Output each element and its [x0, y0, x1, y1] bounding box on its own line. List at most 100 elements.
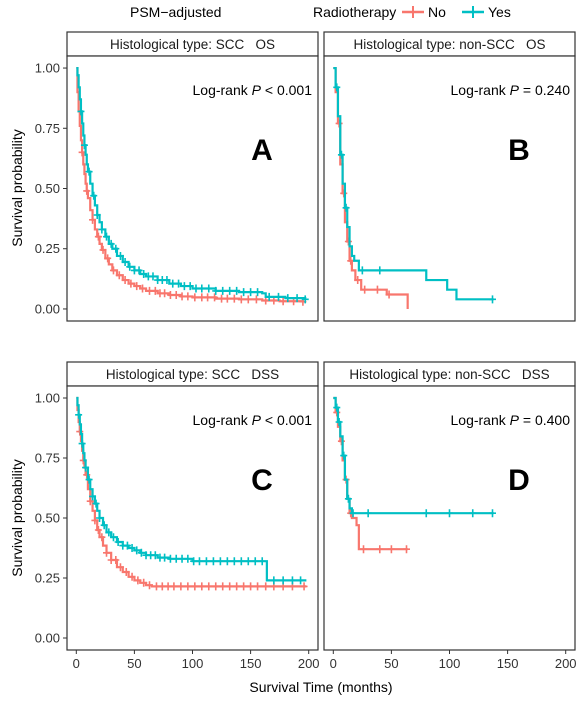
panel-d-x-tick-label: 100 — [439, 656, 461, 671]
panel-c-censor-mark-yes — [75, 410, 83, 419]
panel-c-censor-mark-yes — [137, 548, 145, 557]
panel-c-x-tick-label: 0 — [73, 656, 80, 671]
panel-d-censor-mark-yes — [340, 451, 348, 460]
panel-a-censor-mark-yes — [186, 282, 194, 291]
panel-d-censor-mark-no — [337, 437, 345, 446]
panel-a-censor-mark-no — [99, 245, 107, 254]
panel-c-censor-mark-yes — [105, 528, 113, 537]
panel-c-censor-mark-yes — [223, 557, 231, 566]
panel-c-letter: C — [251, 464, 273, 497]
panel-a-strip-label: Histological type: SCC OS — [110, 37, 275, 52]
panel-a-censor-mark-no — [237, 295, 245, 304]
panel-a-censor-mark-yes — [219, 286, 227, 295]
panel-c-censor-mark-no — [247, 582, 255, 591]
panel-d-x-tick-label: 0 — [330, 656, 337, 671]
panel-a-y-tick-label: 0.25 — [35, 241, 60, 256]
panel-d-censor-mark-no — [387, 545, 395, 554]
panel-c-censor-mark-no — [219, 582, 227, 591]
panel-a-censor-mark-yes — [93, 211, 101, 219]
panel-a-censor-mark-yes — [198, 284, 206, 293]
panel-d-censor-mark-yes — [469, 509, 477, 518]
panel-a-censor-mark-yes — [135, 266, 143, 275]
panel-c-x-tick-label: 100 — [182, 656, 204, 671]
panel-a-censor-mark-yes — [284, 294, 292, 303]
panel-c-censor-mark-yes — [109, 533, 117, 542]
panel-c-y-tick-label: 1.00 — [35, 391, 60, 406]
panel-d-strip-label: Histological type: non-SCC DSS — [349, 367, 549, 382]
panel-a-y-tick-label: 0.00 — [35, 301, 60, 316]
panel-c-censor-mark-no — [86, 497, 94, 506]
panel-a-censor-mark-yes — [293, 294, 301, 303]
panel-c-strip — [66, 361, 319, 387]
panel-d-x-tick-label: 150 — [497, 656, 519, 671]
panel-c-censor-mark-yes — [230, 557, 238, 566]
panel-b-censor-mark-yes — [376, 266, 384, 275]
panel-c-censor-mark-yes — [82, 463, 90, 472]
panel-d-censor-mark-yes — [489, 509, 496, 518]
panel-b-censor-mark-no — [354, 276, 362, 285]
panel-b-strip-label: Histological type: non-SCC OS — [353, 37, 545, 52]
panel-c-censor-mark-yes — [96, 514, 104, 522]
panel-b-censor-mark-no — [347, 256, 355, 265]
panel-c-censor-mark-no — [116, 563, 124, 572]
panel-a-censor-mark-yes — [205, 284, 213, 293]
y-axis-title-top: Survival probability — [9, 129, 25, 247]
panel-a-censor-mark-no — [172, 290, 180, 299]
panel-c-censor-mark-yes — [128, 544, 136, 552]
panel-c-strip-label: Histological type: SCC DSS — [106, 367, 279, 382]
panel-c-censor-mark-yes — [85, 475, 93, 484]
panel-a-censor-mark-yes — [85, 167, 93, 176]
panel-b-letter: B — [508, 134, 530, 167]
panel-c-censor-mark-no — [94, 526, 102, 534]
panel-a-censor-mark-no — [89, 215, 97, 224]
panel-a-censor-mark-no — [184, 292, 192, 301]
panel-b-strip — [323, 31, 576, 57]
panel-c-censor-mark-no — [177, 582, 185, 591]
panel-d-censor-mark-yes — [335, 418, 343, 426]
panel-c-censor-mark-yes — [288, 576, 296, 585]
panel-a-censor-mark-no — [230, 294, 238, 303]
panel-c-y-tick-label: 0.50 — [35, 511, 60, 526]
panel-a-letter: A — [251, 134, 273, 167]
panel-a-censor-mark-yes — [254, 288, 262, 297]
panel-d-censor-mark-yes — [446, 509, 453, 518]
panel-a-censor-mark-yes — [301, 295, 309, 304]
panel-c-censor-mark-no — [76, 427, 84, 436]
panel-b-censor-mark-no — [335, 119, 343, 128]
panel-b-series — [333, 66, 496, 309]
legend-prefix: PSM−adjusted — [130, 4, 221, 20]
panel-c-censor-mark-no — [198, 582, 206, 591]
panel-c-censor-mark-yes — [209, 557, 217, 566]
panel-b-curve-yes — [333, 66, 494, 301]
panel-a-censor-mark-no — [83, 186, 91, 195]
panel-b-censor-mark-yes — [358, 266, 366, 275]
panel-c-logrank: Log-rank P < 0.001 — [193, 412, 313, 428]
panel-c-y-tick-label: 0.00 — [35, 631, 60, 646]
panel-c-censor-mark-yes — [123, 541, 131, 550]
panel-b-plot-area — [323, 55, 576, 322]
panel-c-censor-mark-no — [140, 578, 148, 587]
panel-c-censor-mark-no — [134, 576, 142, 585]
panel-c-censor-mark-no — [103, 548, 111, 557]
panel-d-censor-mark-no — [360, 545, 368, 554]
panel-a-censor-mark-no — [204, 293, 212, 302]
panel-c-x-ticks: 0 50 100 150 200 — [73, 650, 320, 671]
panel-a-censor-mark-no — [139, 284, 147, 293]
panel-a-censor-mark-yes — [240, 288, 248, 297]
panel-a-censor-mark-no — [94, 232, 102, 241]
panel-c-censor-mark-yes — [216, 557, 224, 566]
panel-a-censor-mark-no — [115, 271, 123, 280]
panel-c-censor-mark-yes — [237, 557, 245, 566]
panel-a-censor-mark-yes — [80, 141, 88, 150]
panel-c-censor-mark-yes — [133, 546, 141, 555]
panel-c-censor-mark-yes — [279, 576, 287, 585]
panel-a-censor-mark-no — [244, 295, 252, 304]
legend: PSM−adjusted Radiotherapy No Yes — [130, 4, 511, 20]
panel-c-censor-mark-yes — [251, 557, 259, 566]
panel-a-y-tick-label: 0.50 — [35, 181, 60, 196]
panel-c-x-tick-label: 150 — [240, 656, 262, 671]
panel-a-censor-mark-yes — [90, 191, 98, 200]
panel-c-censor-mark-no — [212, 582, 220, 591]
x-axis-title: Survival Time (months) — [249, 679, 392, 695]
panel-a-censor-mark-yes — [226, 286, 234, 295]
